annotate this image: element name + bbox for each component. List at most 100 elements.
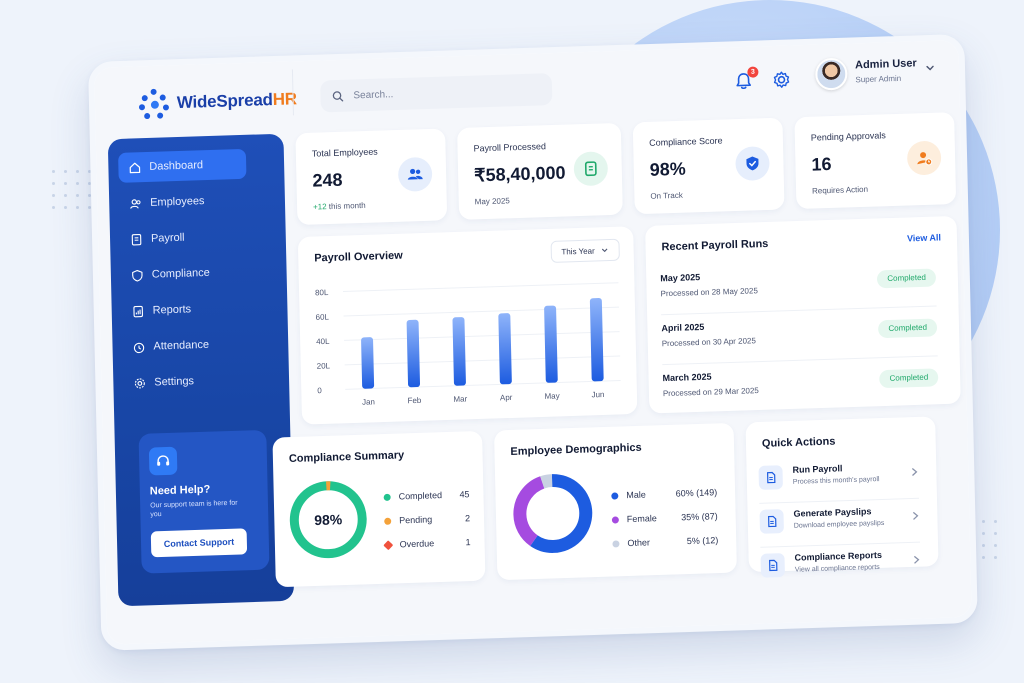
recent-payroll-runs-card: Recent Payroll Runs View All May 2025 Pr… [645,215,961,415]
sidebar-item-settings[interactable]: Settings [123,364,251,398]
sidebar-item-reports[interactable]: Reports [121,293,249,327]
bar-may[interactable] [544,305,558,383]
sidebar-item-label: Attendance [153,338,210,353]
run-date: Processed on 30 Apr 2025 [661,336,756,349]
run-month: May 2025 [660,272,701,284]
gridline [344,355,621,366]
document-icon [760,553,786,578]
legend-value: 1 [465,537,471,548]
bell-icon [736,73,751,90]
stat-label: Compliance Score [649,135,723,148]
legend-value: 60% (149) [675,487,718,499]
payroll-run-row[interactable]: March 2025 Processed on 29 Mar 2025 Comp… [662,356,939,415]
y-tick-label: 40L [316,337,330,346]
dashboard-screen: WideSpreadHR 3 Admin User Super Admin Da… [94,40,972,645]
settings-button[interactable] [771,69,793,92]
status-badge: Completed [877,268,937,289]
compliance-donut: 98% [289,481,367,559]
employee-demographics-card: Employee Demographics Male 60% (149) Fem… [493,422,737,581]
legend-value: 35% (87) [681,511,718,523]
x-tick-label: May [544,391,559,400]
stat-label: Total Employees [311,146,378,159]
sidebar-item-compliance[interactable]: Compliance [121,257,249,291]
user-name: Admin User [854,57,917,72]
legend-value: 45 [459,489,470,500]
payroll-run-row[interactable]: May 2025 Processed on 28 May 2025 Comple… [659,256,937,316]
contact-support-button[interactable]: Contact Support [150,528,248,558]
users-icon [397,156,433,192]
user-avatar[interactable] [815,57,848,91]
x-tick-label: Mar [453,394,467,403]
search-icon [332,90,344,102]
period-select[interactable]: This Year [550,238,620,263]
y-tick-label: 20L [317,361,331,370]
brand-name: WideSpreadHR [176,89,298,113]
quick-action-generate-payslips[interactable]: Generate Payslips Download employee pays… [759,500,921,548]
quick-action-sub: View all compliance reports [794,563,880,574]
card-title: Employee Demographics [510,441,642,458]
bar-jan[interactable] [361,337,375,389]
notifications-button[interactable]: 3 [733,66,759,94]
gridline [345,379,621,390]
stat-card-total-employees: Total Employees 248 +12 this month [295,128,448,226]
quick-action-sub: Process this month's payroll [792,476,880,486]
chevron-right-icon [911,468,918,476]
sidebar-item-label: Settings [154,375,195,389]
chevron-right-icon [913,555,920,564]
chevron-down-icon[interactable] [925,63,935,73]
bar-apr[interactable] [498,313,512,385]
x-tick-label: Apr [500,393,513,402]
notification-badge: 3 [747,66,759,78]
quick-action-compliance-reports[interactable]: Compliance Reports View all compliance r… [760,545,921,592]
tablet-frame: WideSpreadHR 3 Admin User Super Admin Da… [88,33,978,651]
stat-value: ₹58,40,000 [473,162,566,186]
shield-check-icon [735,146,770,182]
sidebar-item-label: Reports [152,303,192,317]
legend-item-other: Other [612,537,650,548]
legend-value: 2 [464,513,471,524]
sidebar-item-payroll[interactable]: Payroll [120,221,248,255]
payroll-overview-card: Payroll Overview This Year 0 20L 40L 60L 80L… [297,226,638,425]
brand-logo[interactable]: WideSpreadHR [138,83,298,120]
y-tick-label: 80L [315,288,329,297]
x-tick-label: Jan [362,397,375,406]
legend-value: 5% (12) [686,535,719,547]
home-icon [129,162,141,173]
bar-mar[interactable] [452,317,466,386]
payroll-doc-icon [573,151,609,187]
sidebar-item-employees[interactable]: Employees [119,185,247,219]
document-icon [759,509,784,534]
stat-value: 16 [811,154,832,175]
quick-action-title: Run Payroll [792,463,843,475]
legend-item-pending: Pending [384,514,432,526]
run-date: Processed on 28 May 2025 [660,286,758,299]
users-icon [130,198,141,209]
compliance-summary-card: Compliance Summary 98% Completed 45 Pend… [272,430,486,588]
payroll-icon [131,233,142,245]
quick-action-sub: Download employee payslips [793,519,885,530]
gear-icon [134,377,145,388]
headset-icon [148,446,178,476]
sidebar-item-dashboard[interactable]: Dashboard [118,148,247,183]
reports-icon [133,305,143,317]
status-badge: Completed [879,368,939,389]
stat-sub: May 2025 [474,196,510,207]
sidebar-item-attendance[interactable]: Attendance [122,328,250,362]
donut-slice-female [513,474,593,553]
bar-feb[interactable] [406,319,421,388]
gridline [342,282,619,293]
stat-card-pending-approvals: Pending Approvals 16 Requires Action [794,112,957,210]
card-title: Quick Actions [761,435,836,450]
payroll-run-row[interactable]: April 2025 Processed on 30 Apr 2025 Comp… [661,306,938,366]
search-input[interactable] [353,84,534,101]
legend-item-completed: Completed [383,490,442,502]
status-badge: Completed [878,318,938,339]
bar-jun[interactable] [589,298,604,382]
run-month: March 2025 [662,371,712,384]
quick-action-run-payroll[interactable]: Run Payroll Process this month's payroll [758,456,920,504]
search-box[interactable] [320,73,553,113]
gridline [344,331,620,341]
sidebar-item-label: Employees [150,195,205,209]
help-text: Our support team is here for you [150,499,238,519]
view-all-link[interactable]: View All [906,232,942,244]
